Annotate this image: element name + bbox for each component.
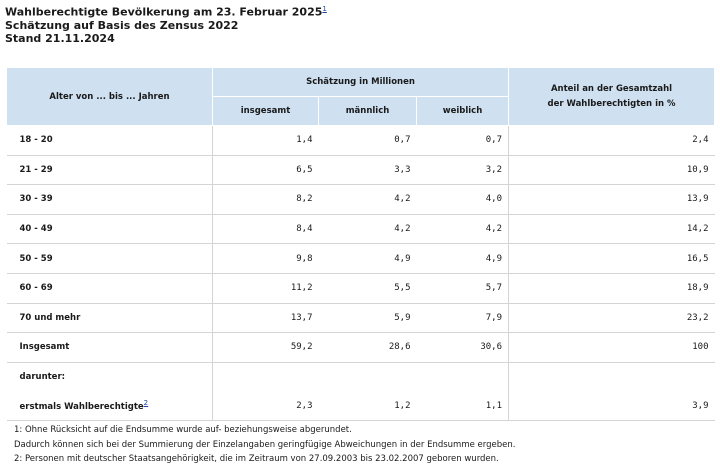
cell-male: 1,2: [318, 391, 417, 421]
col-header-group: Schätzung in Millionen: [211, 67, 510, 97]
col-header-share-line2: der Wahlberechtigten in %: [547, 98, 676, 109]
first-time-label: erstmals Wahlberechtigte: [19, 402, 144, 413]
cell-total: 59,2: [212, 332, 319, 363]
header: Wahlberechtigte Bevölkerung am 23. Febru…: [5, 3, 327, 45]
table-row: 40 - 49 8,4 4,2 4,2 14,2: [6, 214, 715, 245]
cell-share: 18,9: [508, 273, 715, 304]
cell-total: 11,2: [212, 273, 319, 304]
cell-male: 5,9: [318, 303, 417, 334]
cell-total: 1,4: [212, 125, 319, 156]
row-label: 18 - 20: [6, 125, 213, 156]
page-subtitle: Schätzung auf Basis des Zensus 2022: [5, 18, 239, 32]
first-time-footnote-link[interactable]: 2: [143, 399, 149, 408]
table-row-total: Insgesamt 59,2 28,6 30,6 100: [6, 332, 715, 363]
row-label: 40 - 49: [6, 214, 213, 245]
cell-share: 16,5: [508, 243, 715, 274]
row-label: Insgesamt: [6, 332, 213, 363]
cell-total: 6,5: [212, 155, 319, 186]
cell-female: 0,7: [416, 125, 509, 156]
row-label: 70 und mehr: [6, 303, 213, 334]
col-header-total: insgesamt: [212, 96, 319, 126]
data-table: Alter von ... bis ... Jahren Schätzung i…: [6, 67, 716, 421]
cell-female: 7,9: [416, 303, 509, 334]
cell-total: 8,4: [212, 214, 319, 245]
cell-female: 3,2: [416, 155, 509, 186]
table-row: 60 - 69 11,2 5,5 5,7 18,9: [6, 273, 715, 304]
cell-male: 4,9: [318, 243, 417, 274]
cell-female: 5,7: [416, 273, 509, 304]
cell-share: 100: [508, 332, 715, 363]
cell-share: 10,9: [508, 155, 715, 186]
row-label: 50 - 59: [6, 243, 213, 274]
row-label: erstmals Wahlberechtigte2: [6, 391, 213, 421]
cell-female: 4,2: [416, 214, 509, 245]
cell-male: 0,7: [318, 125, 417, 156]
table-row-darunter: darunter:: [7, 362, 715, 392]
cell-female: 4,0: [416, 184, 509, 215]
row-label: 21 - 29: [6, 155, 213, 186]
table-body: 18 - 20 1,4 0,7 0,7 2,4 21 - 29 6,5 3,3 …: [6, 125, 715, 421]
cell-male: 4,2: [318, 184, 417, 215]
cell-total: 8,2: [212, 184, 319, 215]
table-row: 30 - 39 8,2 4,2 4,0 13,9: [6, 184, 715, 215]
footnote-2: 2: Personen mit deutscher Staatsangehöri…: [14, 454, 499, 464]
col-header-share-line1: Anteil an der Gesamtzahl: [550, 83, 673, 94]
table-row: 18 - 20 1,4 0,7 0,7 2,4: [6, 125, 715, 156]
title-footnote-link[interactable]: 1: [322, 5, 327, 13]
cell-female: 4,9: [416, 243, 509, 274]
col-header-male: männlich: [318, 96, 417, 126]
cell-female: 1,1: [416, 391, 509, 421]
cell-total: 13,7: [212, 303, 319, 334]
page-title: Wahlberechtigte Bevölkerung am 23. Febru…: [5, 3, 327, 19]
col-header-age: Alter von ... bis ... Jahren: [6, 67, 213, 126]
stand-date: Stand 21.11.2024: [5, 31, 115, 45]
table-row: 21 - 29 6,5 3,3 3,2 10,9: [6, 155, 715, 186]
cell-male: 3,3: [318, 155, 417, 186]
footnote-1-line-1: 1: Ohne Rücksicht auf die Endsumme wurde…: [14, 425, 352, 435]
cell-share: 3,9: [508, 391, 715, 421]
cell-share: 23,2: [508, 303, 715, 334]
col-header-share: Anteil an der Gesamtzahl der Wahlberechti…: [508, 67, 716, 126]
col-header-female: weiblich: [415, 96, 510, 126]
cell-male: 5,5: [318, 273, 417, 304]
table-row: 70 und mehr 13,7 5,9 7,9 23,2: [6, 303, 715, 334]
cell-total: 9,8: [212, 243, 319, 274]
cell-male: 4,2: [318, 214, 417, 245]
footnotes: 1: Ohne Rücksicht auf die Endsumme wurde…: [14, 423, 515, 467]
table-row-first-time: erstmals Wahlberechtigte2 2,3 1,2 1,1 3,…: [6, 391, 715, 421]
cell-male: 28,6: [318, 332, 417, 363]
cell-total: 2,3: [212, 391, 319, 421]
darunter-label: darunter:: [19, 372, 66, 383]
footnote-1-line-2: Dadurch können sich bei der Summierung d…: [14, 439, 516, 450]
cell-share: 14,2: [508, 214, 715, 245]
row-label: 30 - 39: [6, 184, 213, 215]
cell-female: 30,6: [416, 332, 509, 363]
table-row: 50 - 59 9,8 4,9 4,9 16,5: [6, 243, 715, 274]
cell-share: 2,4: [508, 125, 715, 156]
cell-share: 13,9: [508, 184, 715, 215]
row-label: 60 - 69: [6, 273, 213, 304]
title-text: Wahlberechtigte Bevölkerung am 23. Febru…: [5, 5, 323, 19]
